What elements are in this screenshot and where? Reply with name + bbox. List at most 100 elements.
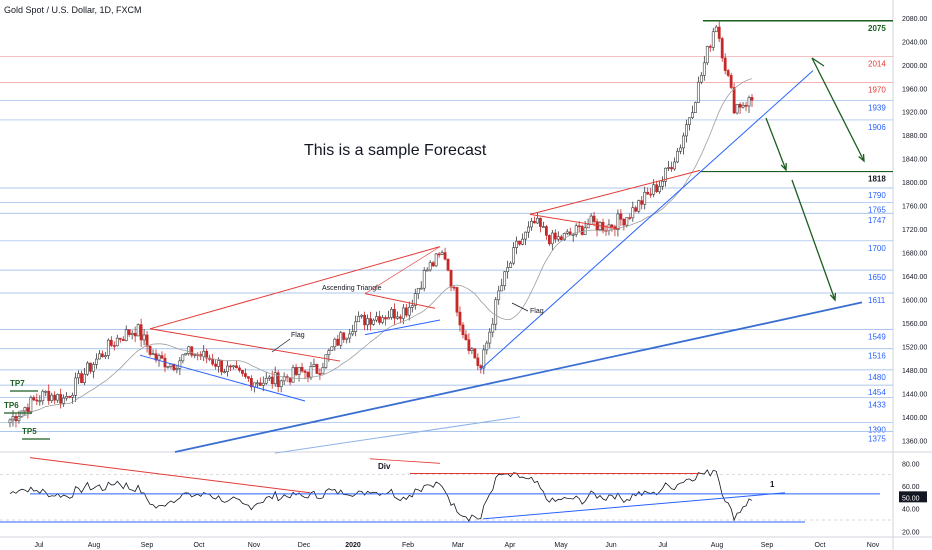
forecast-arrow-2 bbox=[811, 57, 865, 162]
candle-body bbox=[473, 348, 477, 359]
level-label-2075: 2075 bbox=[868, 24, 886, 33]
candle-body bbox=[133, 332, 137, 337]
candle-body bbox=[714, 26, 718, 33]
y-tick-label: 1440.00 bbox=[902, 391, 927, 398]
level-label-1700: 1700 bbox=[868, 244, 886, 253]
level-label-1549: 1549 bbox=[868, 332, 886, 341]
candle-body bbox=[422, 270, 426, 289]
candle-body bbox=[139, 324, 143, 341]
candle-body bbox=[741, 104, 745, 108]
candle-body bbox=[401, 307, 405, 319]
candle-body bbox=[461, 324, 465, 336]
candle-body bbox=[378, 316, 381, 323]
candle-body bbox=[658, 186, 662, 193]
candle-body bbox=[467, 339, 471, 351]
candle-body bbox=[97, 353, 101, 360]
candle-body bbox=[410, 305, 414, 308]
candle-body bbox=[616, 213, 620, 230]
candle-body bbox=[50, 394, 54, 401]
candle-body bbox=[20, 410, 24, 417]
candle-body bbox=[464, 334, 468, 341]
candle-body bbox=[95, 358, 98, 365]
candle-body bbox=[652, 184, 656, 195]
rsi-tick-label: 60.00 bbox=[902, 484, 920, 491]
flag-label-2: Flag bbox=[530, 308, 544, 315]
candle-body bbox=[387, 317, 390, 320]
forecast-arrow-2-head bbox=[858, 153, 865, 163]
y-tick-label: 1760.00 bbox=[902, 204, 927, 211]
candle-body bbox=[449, 269, 453, 288]
candle-body bbox=[735, 103, 739, 114]
x-tick-label: Jun bbox=[605, 542, 616, 549]
candle-body bbox=[443, 252, 447, 260]
candle-body bbox=[428, 262, 432, 271]
candle-body bbox=[425, 269, 429, 272]
x-tick-label: Oct bbox=[194, 542, 205, 549]
candle-body bbox=[530, 220, 533, 228]
candle-body bbox=[437, 253, 441, 256]
candle-body bbox=[41, 390, 45, 402]
candle-body bbox=[65, 396, 69, 399]
candle-body bbox=[112, 345, 116, 347]
level-label-1790: 1790 bbox=[868, 191, 886, 200]
forecast-arrow-1-head bbox=[780, 162, 787, 172]
candle-body bbox=[38, 400, 42, 403]
candle-body bbox=[628, 217, 632, 219]
candle-body bbox=[166, 366, 170, 368]
flag-label-1: Flag bbox=[291, 332, 305, 339]
candle-body bbox=[589, 215, 593, 225]
level-label-1906: 1906 bbox=[868, 123, 886, 132]
long-support-line bbox=[174, 301, 863, 453]
level-label-1454: 1454 bbox=[868, 388, 886, 397]
candle-body bbox=[565, 231, 569, 234]
candle-body bbox=[431, 262, 435, 267]
candle-body bbox=[318, 373, 322, 375]
candle-body bbox=[693, 102, 697, 113]
candle-body bbox=[479, 365, 483, 369]
candle-body bbox=[244, 373, 247, 377]
level-label-1747: 1747 bbox=[868, 216, 886, 225]
y-tick-label: 2000.00 bbox=[902, 63, 927, 70]
triangle-upper bbox=[364, 293, 436, 309]
candle-body bbox=[121, 339, 125, 341]
candle-body bbox=[217, 360, 220, 367]
candle-body bbox=[297, 366, 301, 375]
candle-body bbox=[106, 339, 110, 356]
candle-body bbox=[390, 308, 393, 318]
y-tick-label: 1400.00 bbox=[902, 415, 927, 422]
candle-body bbox=[279, 380, 283, 388]
candle-body bbox=[726, 70, 730, 76]
candle-body bbox=[294, 367, 298, 375]
candle-body bbox=[127, 329, 131, 336]
y-tick-label: 1360.00 bbox=[902, 438, 927, 445]
candle-body bbox=[723, 57, 727, 71]
candle-body bbox=[44, 390, 48, 393]
candle-body bbox=[395, 316, 399, 319]
candle-body bbox=[679, 147, 682, 152]
candle-body bbox=[109, 339, 113, 346]
candle-body bbox=[327, 350, 331, 356]
rsi-line bbox=[9, 469, 753, 522]
candle-body bbox=[160, 355, 164, 359]
candle-body bbox=[670, 167, 673, 170]
candle-body bbox=[619, 213, 623, 220]
candle-body bbox=[238, 367, 241, 371]
candle-body bbox=[306, 372, 310, 378]
candle-body bbox=[622, 218, 626, 226]
candle-body bbox=[145, 334, 149, 347]
candle-body bbox=[291, 367, 295, 383]
candle-body bbox=[92, 364, 95, 372]
candle-body bbox=[53, 394, 57, 401]
y-tick-label: 1840.00 bbox=[902, 157, 927, 164]
candle-body bbox=[202, 350, 206, 357]
candle-body bbox=[264, 377, 268, 384]
candle-body bbox=[455, 287, 459, 313]
candle-body bbox=[732, 87, 736, 114]
candle-body bbox=[193, 354, 197, 356]
candle-body bbox=[351, 331, 355, 335]
flag-1-lower bbox=[139, 354, 306, 402]
candle-body bbox=[115, 337, 119, 347]
level-label-1375: 1375 bbox=[868, 434, 886, 443]
candle-body bbox=[744, 104, 748, 107]
